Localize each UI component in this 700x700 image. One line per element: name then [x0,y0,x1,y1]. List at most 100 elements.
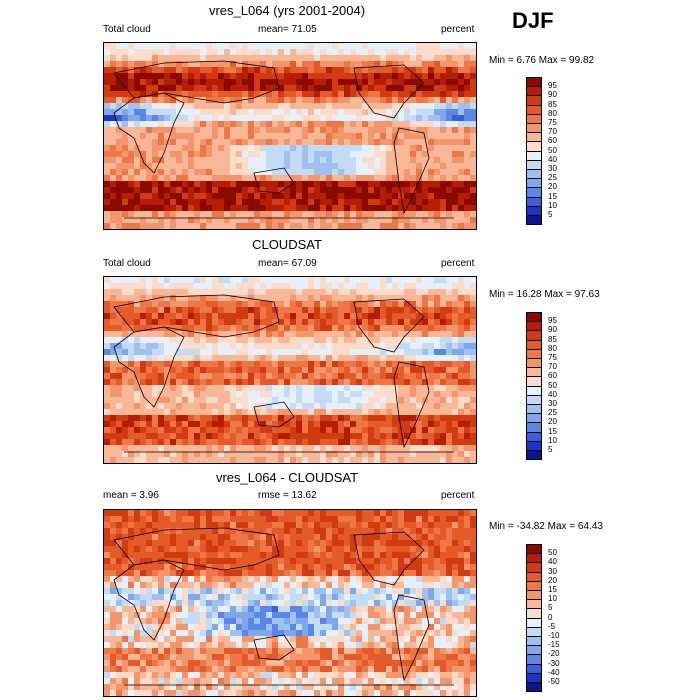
map-cell [128,516,135,523]
map-cell [326,145,333,152]
map-cell [188,109,195,116]
map-cell [452,169,459,176]
map-cell [314,570,321,577]
map-cell [374,540,381,547]
map-cell [218,451,225,458]
map-cell [236,277,243,284]
map-cell [248,187,255,194]
map-cell [314,546,321,553]
map-cell [104,169,111,176]
map-cell [272,355,279,362]
map-cell [368,223,375,229]
map-cell [296,409,303,416]
map-cell [122,516,129,523]
map-cell [254,409,261,416]
map-cell [314,199,321,206]
map-cell [332,391,339,398]
map-cell [122,510,129,517]
map-cell [224,343,231,350]
map-cell [410,289,417,296]
map-cell [338,343,345,350]
map-cell [434,552,441,559]
map-cell [350,103,357,110]
map-cell [416,193,423,200]
map-cell [350,283,357,290]
map-cell [266,307,273,314]
map-cell [422,289,429,296]
map-cell [206,283,213,290]
map-cell [236,193,243,200]
map-cell [104,367,111,374]
map-cell [416,409,423,416]
map-cell [380,385,387,392]
map-cell [278,289,285,296]
map-cell [368,349,375,356]
map-cell [158,151,165,158]
map-cell [356,558,363,565]
map-cell [236,205,243,212]
map-cell [272,223,279,229]
map-cell [254,361,261,368]
map-cell [176,127,183,134]
map-cell [344,313,351,320]
colorbar-level-label: 25 [548,408,557,418]
map-cell [428,331,435,338]
map-cell [458,409,465,416]
map-cell [440,337,447,344]
map-cell [314,139,321,146]
map-cell [452,61,459,68]
map-cell [386,516,393,523]
map-cell [332,457,339,463]
map-cell [128,163,135,170]
map-cell [416,217,423,224]
map-cell [314,223,321,229]
map-cell [470,301,476,308]
map-cell [176,307,183,314]
map-cell [266,127,273,134]
map-cell [122,187,129,194]
map-cell [458,85,465,92]
map-cell [392,516,399,523]
map-cell [104,373,111,380]
map-cell [302,373,309,380]
map-cell [170,187,177,194]
map-cell [392,205,399,212]
map-cell [344,163,351,170]
map-cell [146,151,153,158]
map-cell [320,558,327,565]
map-cell [386,79,393,86]
map-cell [374,43,381,50]
map-cell [290,528,297,535]
map-cell [176,534,183,541]
map-cell [140,439,147,446]
map-cell [284,193,291,200]
map-cell [434,217,441,224]
map-cell [182,379,189,386]
map-cell [134,67,141,74]
map-cell [116,576,123,583]
map-cell [314,301,321,308]
map-cell [320,582,327,589]
map-cell [422,43,429,50]
map-cell [398,307,405,314]
colorbar-level-label: 20 [548,182,557,192]
map-cell [446,61,453,68]
map-cell [116,343,123,350]
map-cell [344,427,351,434]
map-cell [398,217,405,224]
map-cell [308,313,315,320]
map-cell [320,133,327,140]
map-cell [158,510,165,517]
map-cell [194,193,201,200]
map-cell [446,588,453,595]
map-cell [386,61,393,68]
map-cell [170,73,177,80]
map-cell [410,301,417,308]
map-cell [170,97,177,104]
map-cell [392,540,399,547]
map-cell [188,115,195,122]
map-cell [152,552,159,559]
map-cell [428,325,435,332]
map-cell [470,361,476,368]
map-cell [116,91,123,98]
